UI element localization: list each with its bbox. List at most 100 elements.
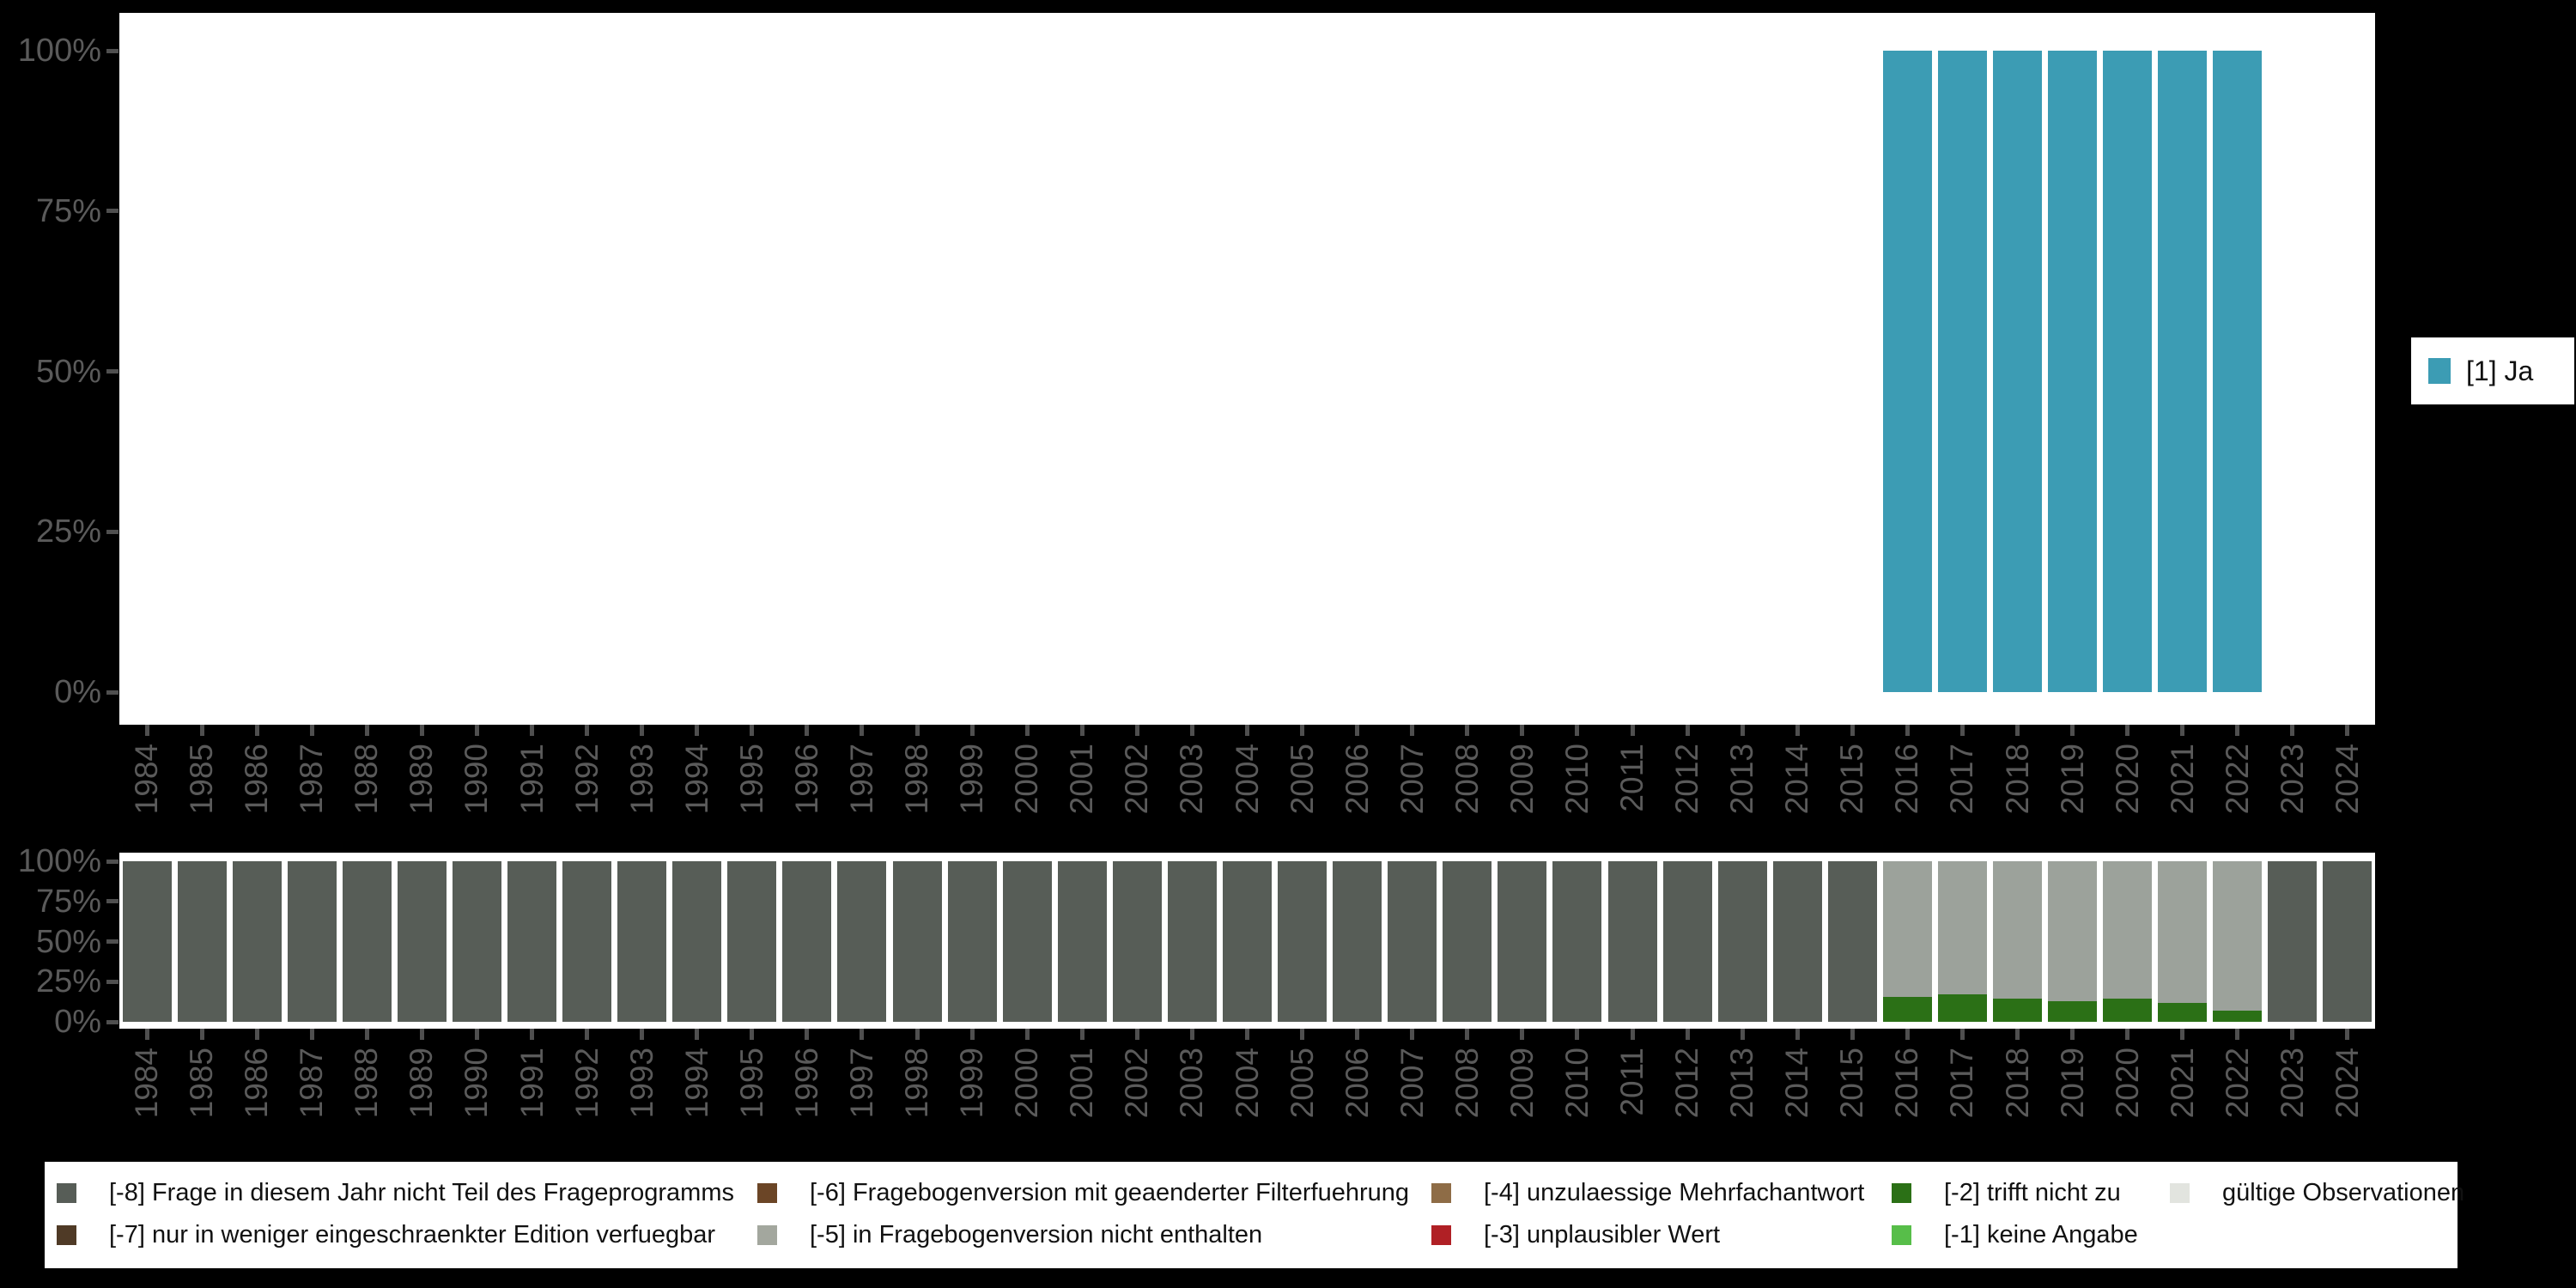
missing-segment-bar bbox=[122, 861, 172, 1022]
valid-x-tick bbox=[144, 725, 149, 736]
valid-x-tick-label: 2004 bbox=[1229, 744, 1265, 815]
missing-segment-bar bbox=[2213, 1010, 2263, 1022]
valid-y-tick bbox=[106, 48, 118, 53]
missing-segment-bar bbox=[1552, 861, 1602, 1022]
valid-y-tick-label: 50% bbox=[35, 353, 101, 390]
missing-x-tick-label: 2001 bbox=[1064, 1048, 1100, 1119]
missing-x-tick bbox=[2290, 1029, 2295, 1040]
missing-segment-bar bbox=[507, 861, 557, 1022]
valid-x-tick bbox=[1905, 725, 1910, 736]
valid-x-tick-label: 2010 bbox=[1558, 744, 1595, 815]
missing-segment-bar bbox=[2103, 861, 2153, 999]
missing-x-tick-label: 2010 bbox=[1558, 1048, 1595, 1119]
missing-x-tick bbox=[1410, 1029, 1415, 1040]
valid-x-tick bbox=[1079, 725, 1084, 736]
missing-x-tick bbox=[1959, 1029, 1965, 1040]
missing-y-tick-label: 0% bbox=[54, 1004, 101, 1040]
missing-x-tick bbox=[695, 1029, 700, 1040]
missing-x-tick bbox=[364, 1029, 369, 1040]
valid-x-tick bbox=[1245, 725, 1249, 736]
valid-x-tick-label: 2022 bbox=[2219, 744, 2255, 815]
missing-segment-bar bbox=[1662, 861, 1712, 1022]
valid-x-tick bbox=[640, 725, 645, 736]
valid-x-tick-label: 1986 bbox=[239, 744, 275, 815]
missing-segment-bar bbox=[1717, 861, 1767, 1022]
missing-x-tick-label: 2011 bbox=[1614, 1048, 1649, 1116]
valid-x-tick bbox=[419, 725, 424, 736]
valid-x-tick-label: 1996 bbox=[788, 744, 824, 815]
missing-code-swatch bbox=[1431, 1225, 1451, 1245]
missing-code-swatch bbox=[57, 1225, 76, 1245]
missing-x-tick bbox=[1355, 1029, 1360, 1040]
missing-x-tick-label: 1997 bbox=[843, 1048, 879, 1119]
missing-segment-bar bbox=[562, 861, 612, 1022]
valid-x-tick-label: 1995 bbox=[733, 744, 769, 815]
valid-x-tick bbox=[1410, 725, 1415, 736]
valid-y-tick-label: 100% bbox=[17, 33, 101, 69]
valid-x-tick-label: 2018 bbox=[1999, 744, 2035, 815]
valid-x-tick-label: 2016 bbox=[1889, 744, 1925, 815]
valid-y-tick bbox=[106, 209, 118, 214]
missing-segment-bar bbox=[2048, 1000, 2098, 1022]
missing-x-tick-label: 2012 bbox=[1669, 1048, 1705, 1119]
missing-x-tick-label: 2004 bbox=[1229, 1048, 1265, 1119]
missing-segment-bar bbox=[232, 861, 282, 1022]
missing-x-tick-label: 2017 bbox=[1944, 1048, 1980, 1119]
valid-x-tick-label: 2015 bbox=[1834, 744, 1870, 815]
valid-x-tick-label: 1990 bbox=[459, 744, 495, 815]
missing-y-tick bbox=[106, 939, 118, 944]
missing-x-tick-label: 2019 bbox=[2054, 1048, 2090, 1119]
missing-segment-bar bbox=[1827, 861, 1877, 1022]
missing-segment-bar bbox=[342, 861, 392, 1022]
missing-segment-bar bbox=[1937, 994, 1987, 1022]
missing-x-tick bbox=[1630, 1029, 1635, 1040]
missing-x-tick-label: 1985 bbox=[184, 1048, 220, 1119]
valid-x-tick bbox=[530, 725, 535, 736]
valid-x-tick-label: 2007 bbox=[1394, 744, 1430, 815]
missing-x-tick bbox=[1685, 1029, 1690, 1040]
missing-x-tick-label: 2009 bbox=[1504, 1048, 1540, 1119]
valid-x-tick-label: 1987 bbox=[294, 744, 330, 815]
missing-segment-bar bbox=[1937, 861, 1987, 995]
missing-x-tick bbox=[530, 1029, 535, 1040]
missing-code-label: [-1] keine Angabe bbox=[1944, 1221, 2138, 1249]
missing-x-tick bbox=[1300, 1029, 1305, 1040]
missing-x-tick-label: 2013 bbox=[1724, 1048, 1760, 1119]
valid-x-tick bbox=[254, 725, 259, 736]
valid-answer-bar bbox=[1882, 51, 1932, 692]
missing-x-tick bbox=[1520, 1029, 1525, 1040]
valid-x-tick-label: 1993 bbox=[623, 744, 659, 815]
ja-legend-swatch bbox=[2428, 358, 2451, 384]
valid-x-tick bbox=[199, 725, 204, 736]
valid-x-tick-label: 2006 bbox=[1339, 744, 1375, 815]
missing-x-tick bbox=[1795, 1029, 1800, 1040]
missing-x-tick-label: 1987 bbox=[294, 1048, 330, 1119]
valid-x-tick bbox=[1355, 725, 1360, 736]
valid-x-tick-label: 1991 bbox=[513, 744, 550, 815]
valid-y-tick-label: 75% bbox=[35, 192, 101, 229]
missing-y-tick-label: 75% bbox=[35, 883, 101, 920]
missing-segment-bar bbox=[2323, 861, 2372, 1022]
valid-x-tick-label: 1994 bbox=[678, 744, 714, 815]
valid-x-tick-label: 2005 bbox=[1284, 744, 1320, 815]
missing-segment-bar bbox=[397, 861, 447, 1022]
missing-x-tick-label: 2002 bbox=[1119, 1048, 1155, 1119]
missing-x-tick-label: 2022 bbox=[2219, 1048, 2255, 1119]
missing-x-tick bbox=[2070, 1029, 2075, 1040]
missing-codes-legend: [-8] Frage in diesem Jahr nicht Teil des… bbox=[45, 1162, 2464, 1268]
missing-code-label: [-5] in Fragebogenversion nicht enthalte… bbox=[810, 1221, 1263, 1249]
missing-segment-bar bbox=[1882, 997, 1932, 1022]
missing-x-tick bbox=[860, 1029, 865, 1040]
valid-x-tick bbox=[1740, 725, 1745, 736]
missing-code-swatch bbox=[1892, 1225, 1911, 1245]
valid-y-tick-label: 25% bbox=[35, 513, 101, 550]
valid-x-tick bbox=[2070, 725, 2075, 736]
missing-segment-bar bbox=[1993, 861, 2043, 999]
missing-code-swatch bbox=[757, 1183, 777, 1203]
missing-x-tick-label: 2005 bbox=[1284, 1048, 1320, 1119]
valid-x-tick bbox=[1575, 725, 1580, 736]
missing-x-tick-label: 2023 bbox=[2274, 1048, 2310, 1119]
missing-x-tick bbox=[1079, 1029, 1084, 1040]
missing-x-tick bbox=[309, 1029, 314, 1040]
